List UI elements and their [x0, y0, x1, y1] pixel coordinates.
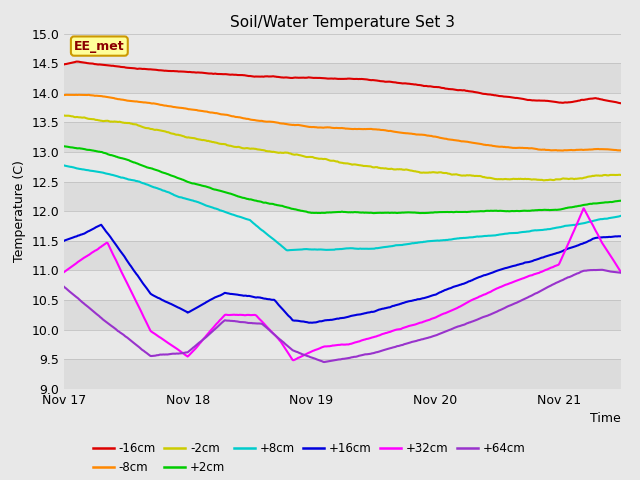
Bar — [64, 241, 621, 270]
X-axis label: Time: Time — [590, 412, 621, 425]
Legend: -16cm, -8cm, -2cm, +2cm, +8cm, +16cm, +32cm, +64cm: -16cm, -8cm, -2cm, +2cm, +8cm, +16cm, +3… — [88, 437, 530, 479]
Bar — [64, 93, 621, 122]
Bar — [64, 63, 621, 93]
Bar — [64, 300, 621, 330]
Bar — [64, 270, 621, 300]
Bar — [64, 211, 621, 241]
Bar — [64, 122, 621, 152]
Y-axis label: Temperature (C): Temperature (C) — [13, 160, 26, 262]
Title: Soil/Water Temperature Set 3: Soil/Water Temperature Set 3 — [230, 15, 455, 30]
Bar — [64, 34, 621, 63]
Bar — [64, 181, 621, 211]
Text: EE_met: EE_met — [74, 39, 125, 53]
Bar — [64, 330, 621, 359]
Bar — [64, 152, 621, 181]
Bar — [64, 359, 621, 389]
